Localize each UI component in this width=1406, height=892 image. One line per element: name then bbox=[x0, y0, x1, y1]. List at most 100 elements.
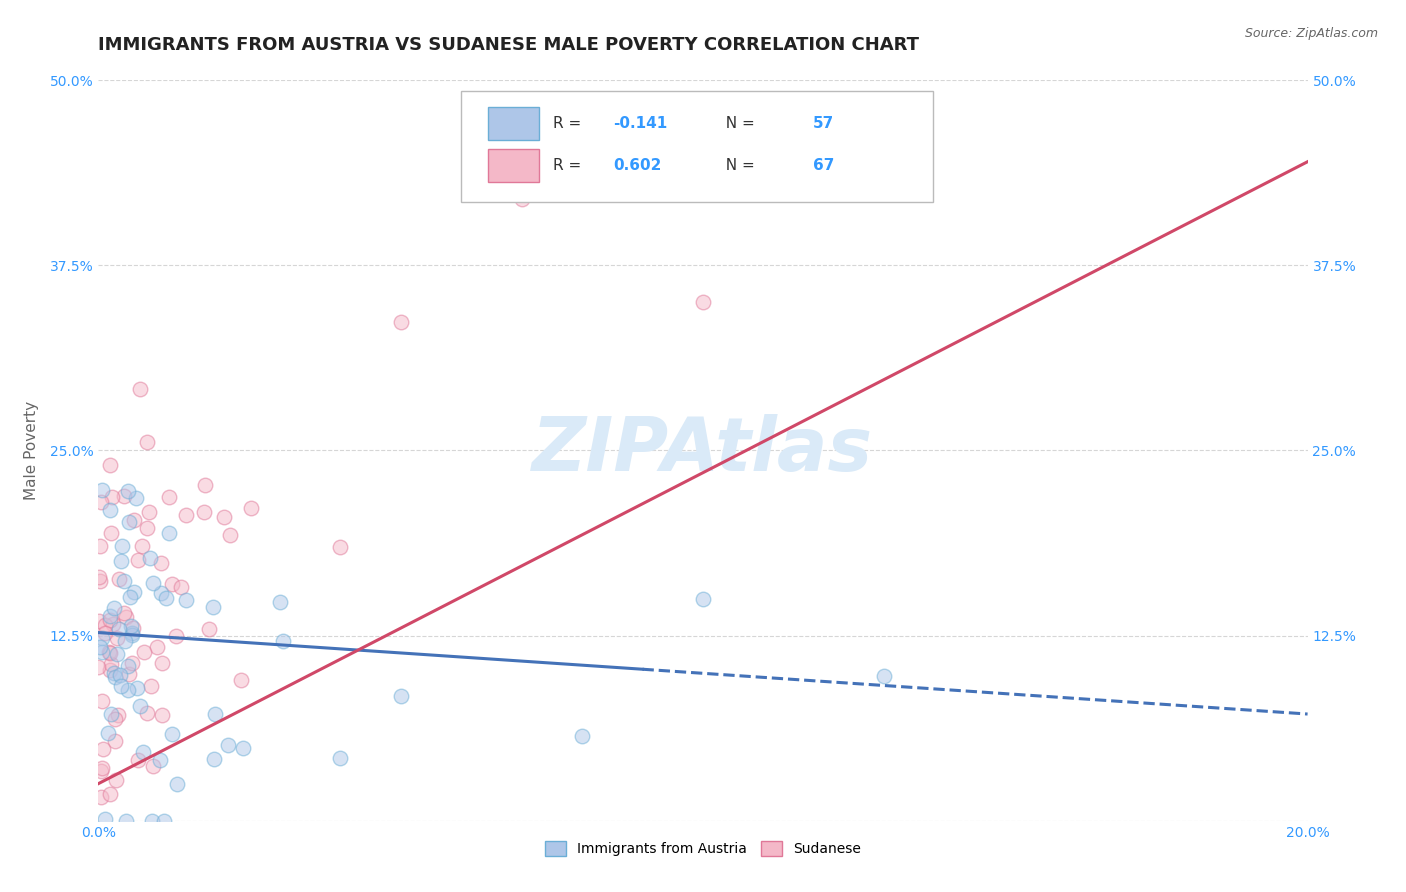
Point bbox=[166, 777, 188, 791]
Point bbox=[110, 668, 132, 682]
Point bbox=[117, 659, 139, 673]
Text: 57: 57 bbox=[813, 116, 834, 131]
Point bbox=[571, 730, 593, 744]
Point bbox=[873, 669, 896, 683]
Point bbox=[139, 550, 162, 565]
Point bbox=[97, 645, 120, 659]
Point bbox=[150, 556, 173, 570]
Point bbox=[112, 490, 135, 504]
Point bbox=[142, 759, 165, 773]
Point bbox=[142, 575, 165, 590]
Point bbox=[149, 753, 172, 767]
FancyBboxPatch shape bbox=[488, 106, 538, 140]
Point bbox=[269, 595, 291, 609]
Point bbox=[107, 572, 129, 586]
Text: 67: 67 bbox=[813, 158, 834, 173]
Point bbox=[141, 814, 163, 828]
Point bbox=[122, 584, 145, 599]
Text: ZIPAtlas: ZIPAtlas bbox=[533, 414, 873, 487]
Point bbox=[217, 738, 239, 752]
Point bbox=[121, 622, 143, 636]
Point bbox=[103, 665, 125, 680]
Point bbox=[131, 539, 153, 553]
Point bbox=[170, 581, 193, 595]
Point bbox=[105, 648, 128, 662]
Point bbox=[104, 670, 127, 684]
Point bbox=[150, 656, 173, 670]
Point bbox=[89, 574, 111, 588]
Point bbox=[105, 772, 128, 787]
Point bbox=[139, 679, 162, 693]
Point bbox=[98, 614, 121, 628]
Point bbox=[87, 615, 110, 629]
Legend: Immigrants from Austria, Sudanese: Immigrants from Austria, Sudanese bbox=[540, 836, 866, 862]
Point bbox=[138, 505, 160, 519]
Point bbox=[121, 628, 143, 642]
Point bbox=[115, 814, 138, 828]
Text: Source: ZipAtlas.com: Source: ZipAtlas.com bbox=[1244, 27, 1378, 40]
Point bbox=[204, 752, 226, 766]
Text: N =: N = bbox=[716, 116, 759, 131]
Point bbox=[193, 506, 215, 520]
Point bbox=[110, 554, 132, 568]
Point bbox=[93, 618, 115, 632]
Point bbox=[98, 608, 121, 623]
Point bbox=[174, 508, 197, 522]
Point bbox=[91, 483, 114, 497]
Point bbox=[103, 601, 125, 615]
Point bbox=[239, 501, 262, 516]
Text: R =: R = bbox=[553, 116, 586, 131]
Point bbox=[87, 570, 110, 584]
Point bbox=[692, 295, 714, 310]
Point bbox=[87, 660, 110, 674]
Point bbox=[145, 640, 167, 654]
Point bbox=[121, 625, 143, 640]
Point bbox=[90, 495, 112, 509]
Point bbox=[98, 663, 121, 677]
Point bbox=[110, 540, 132, 554]
Point bbox=[108, 622, 131, 636]
Point bbox=[117, 683, 139, 698]
Point bbox=[112, 574, 135, 589]
Point bbox=[118, 590, 141, 604]
Point bbox=[329, 540, 352, 554]
Y-axis label: Male Poverty: Male Poverty bbox=[24, 401, 38, 500]
Point bbox=[204, 707, 226, 722]
Point bbox=[155, 591, 177, 606]
Point bbox=[100, 706, 122, 721]
Point bbox=[94, 812, 117, 826]
Point bbox=[114, 633, 136, 648]
Point bbox=[104, 712, 127, 726]
Point bbox=[129, 383, 152, 397]
Point bbox=[389, 315, 412, 329]
Point bbox=[107, 707, 129, 722]
Point bbox=[165, 628, 187, 642]
Point bbox=[193, 478, 215, 492]
Point bbox=[117, 666, 139, 681]
Point bbox=[136, 706, 159, 720]
Point bbox=[152, 814, 174, 828]
Point bbox=[112, 606, 135, 620]
Point bbox=[91, 742, 114, 756]
Point bbox=[117, 484, 139, 499]
Point bbox=[219, 527, 242, 541]
Point bbox=[91, 631, 114, 645]
Point bbox=[197, 622, 219, 636]
Point bbox=[157, 526, 180, 541]
Point bbox=[105, 631, 128, 645]
Point bbox=[98, 788, 121, 802]
Point bbox=[150, 708, 173, 723]
Point bbox=[176, 592, 198, 607]
Point bbox=[90, 760, 112, 774]
Point bbox=[127, 552, 149, 566]
Point bbox=[100, 657, 122, 672]
Point bbox=[149, 586, 172, 600]
Point bbox=[135, 435, 157, 450]
Point bbox=[135, 521, 157, 535]
Text: N =: N = bbox=[716, 158, 759, 173]
Point bbox=[231, 673, 253, 688]
Point bbox=[122, 513, 145, 527]
Point bbox=[160, 726, 183, 740]
Point bbox=[90, 694, 112, 708]
Point bbox=[103, 617, 125, 632]
